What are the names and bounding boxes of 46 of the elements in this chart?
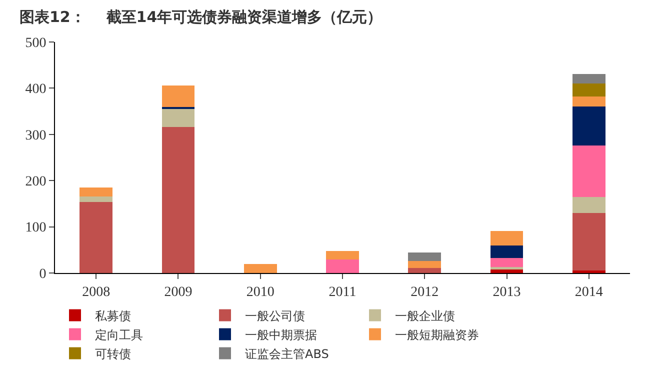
legend-label: 一般公司债 [245, 308, 305, 323]
bar [80, 188, 112, 196]
bar [162, 108, 195, 128]
bar [162, 127, 195, 273]
y-tick-label: 0 [39, 266, 46, 282]
legend-label: 一般短期融资券 [395, 328, 479, 342]
legend-label: 一般企业债 [395, 308, 455, 323]
bar [572, 145, 606, 198]
bar [490, 246, 524, 258]
x-tick-label: 2008 [82, 284, 110, 300]
bar [490, 258, 524, 267]
y-tick-label: 500 [25, 36, 46, 51]
bar [572, 74, 606, 84]
bar [572, 106, 606, 146]
bar [572, 96, 606, 107]
x-tick-label: 2014 [574, 284, 603, 300]
bar [244, 264, 277, 273]
bar [326, 260, 359, 273]
bar [80, 202, 112, 273]
legend-label: 可转债 [95, 346, 131, 361]
bar [490, 269, 524, 273]
y-tick-label: 400 [25, 82, 46, 98]
bar [572, 197, 606, 213]
legend-label: 定向工具 [95, 328, 143, 342]
legend-label: 一般中期票据 [245, 328, 317, 342]
bar [326, 250, 359, 260]
bar [408, 260, 442, 268]
bar [408, 252, 442, 261]
bar [572, 212, 606, 271]
chart-title: 图表12： 截至14年可选债券融资渠道增多（亿元） [20, 8, 382, 26]
x-tick-label: 2011 [328, 284, 356, 300]
x-tick-label: 2012 [410, 284, 439, 300]
legend-label: 私募债 [95, 308, 131, 323]
bar [490, 266, 524, 270]
bar [162, 85, 195, 108]
bar [490, 230, 524, 246]
y-tick-label: 200 [25, 174, 46, 190]
y-tick-label: 100 [25, 220, 46, 236]
bar [572, 84, 606, 97]
x-tick-label: 2009 [164, 284, 192, 300]
bar [80, 196, 112, 202]
x-tick-label: 2010 [246, 284, 274, 300]
y-tick-label: 300 [25, 128, 46, 144]
x-tick-label: 2013 [492, 284, 521, 300]
bar [408, 268, 442, 273]
legend-label: 证监会主管ABS [245, 346, 329, 361]
